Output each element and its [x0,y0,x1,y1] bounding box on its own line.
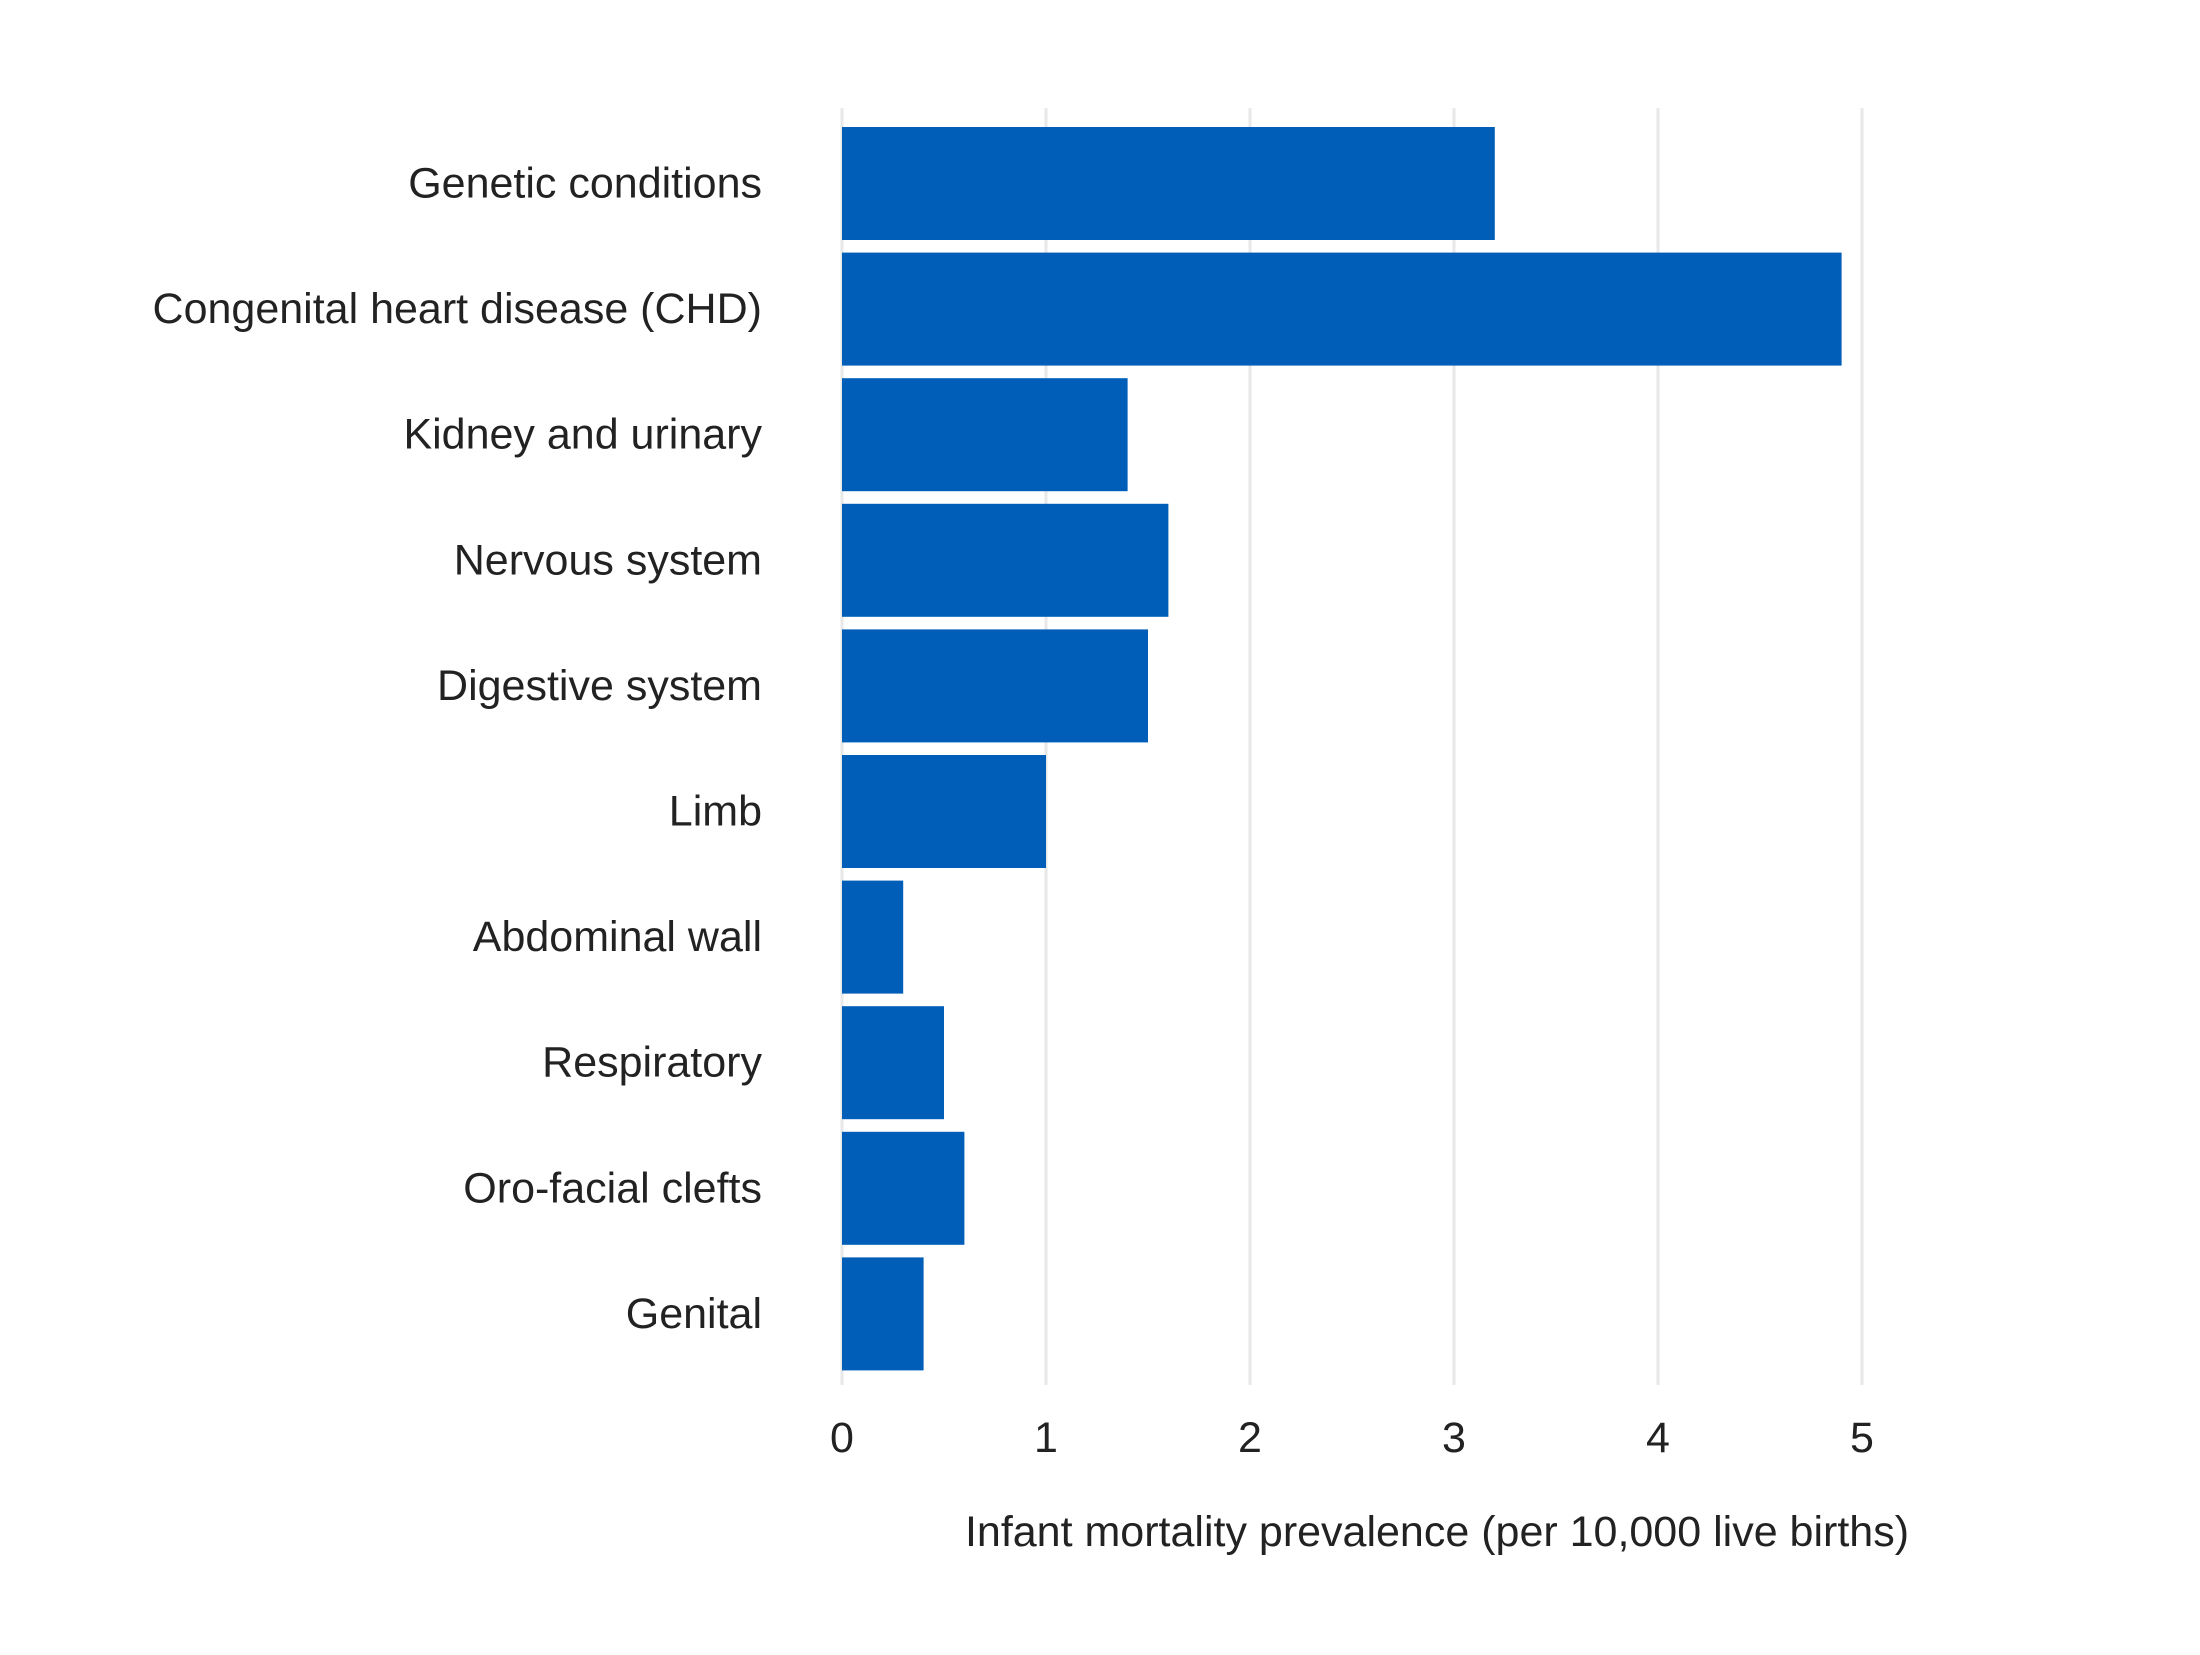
x-tick-label-3: 3 [1442,1414,1466,1462]
bar-5 [842,755,1046,868]
bar-9 [842,1257,924,1371]
bar-7 [842,1006,944,1120]
x-tick-label-1: 1 [1034,1414,1058,1462]
category-label-5: Limb [669,788,762,836]
bar-0 [842,127,1495,240]
category-label-9: Genital [626,1290,762,1338]
category-label-6: Abdominal wall [473,913,762,961]
category-label-8: Oro-facial clefts [463,1164,762,1212]
category-labels: Genetic conditions Congenital heart disea… [153,160,763,1338]
x-tick-label-0: 0 [830,1414,854,1462]
bar-1 [842,252,1842,366]
x-tick-label-2: 2 [1238,1414,1262,1462]
bar-6 [842,880,904,994]
x-tick-label-4: 4 [1646,1414,1670,1462]
category-label-2: Kidney and urinary [403,411,762,459]
bar-8 [842,1131,965,1245]
category-label-4: Digestive system [437,662,762,710]
category-label-3: Nervous system [454,536,762,584]
bar-2 [842,378,1128,492]
category-label-1: Congenital heart disease (CHD) [153,285,762,333]
bar-4 [842,629,1148,743]
bar-3 [842,503,1169,617]
x-tick-labels: 0 1 2 3 4 5 [830,1414,1874,1462]
category-label-7: Respiratory [542,1039,762,1087]
bars [842,127,1842,1371]
x-axis-title: Infant mortality prevalence (per 10,000 … [965,1508,1909,1556]
x-tick-label-5: 5 [1850,1414,1874,1462]
category-label-0: Genetic conditions [408,160,762,208]
